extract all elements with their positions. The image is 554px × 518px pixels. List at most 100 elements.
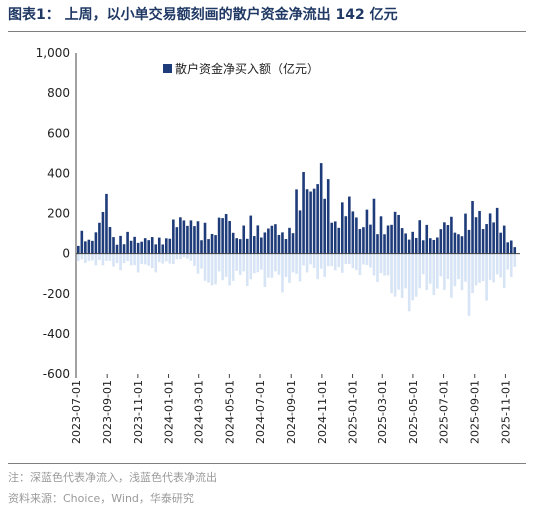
inflow-bar (372, 198, 376, 254)
outflow-bar (256, 253, 260, 273)
outflow-bar (446, 253, 450, 280)
outflow-bar (450, 253, 453, 298)
outflow-bar (432, 253, 436, 296)
outflow-bar (411, 253, 414, 301)
bar-chart: 1,000 800 600 400 200 0 -200 -400 -600 2023-07-0… (36, 46, 520, 444)
outflow-bar (428, 253, 432, 284)
outflow-bar (193, 253, 196, 266)
legend-swatch (163, 64, 172, 73)
inflow-bar (126, 231, 129, 254)
inflow-bar (485, 224, 488, 254)
outflow-bar (200, 253, 203, 269)
inflow-bar (383, 234, 386, 254)
inflow-bar (446, 225, 450, 254)
outflow-bar (474, 253, 478, 286)
inflow-bar (87, 239, 91, 254)
y-tick-label: -400 (43, 327, 70, 341)
outflow-bar (228, 253, 231, 286)
outflow-bar (383, 253, 386, 276)
outflow-bar (436, 253, 439, 289)
inflow-bar (98, 222, 101, 254)
inflow-bar (492, 222, 495, 254)
outflow-bar (330, 253, 334, 267)
outflow-bar (91, 253, 94, 261)
inflow-bar (115, 244, 119, 254)
outflow-bar (513, 253, 517, 267)
inflow-bar (460, 236, 464, 254)
inflow-bar (464, 213, 467, 254)
inflow-bar (312, 188, 316, 254)
inflow-bar (214, 235, 217, 254)
outflow-bar (390, 253, 393, 294)
inflow-bar (474, 217, 478, 254)
y-tick-label: 1,000 (36, 46, 70, 60)
inflow-bar (418, 220, 422, 254)
inflow-bar (105, 193, 108, 254)
x-tick-label: 2023-11-01 (132, 380, 145, 444)
inflow-bar (252, 236, 256, 254)
inflow-bar (432, 239, 436, 254)
inflow-bar (467, 229, 471, 254)
inflow-bar (495, 207, 499, 254)
inflow-bar (326, 179, 330, 254)
x-tick-label: 2023-07-01 (70, 380, 83, 444)
x-tick-label: 2025-01-01 (347, 380, 360, 444)
inflow-bar (94, 232, 98, 254)
outflow-bar (133, 253, 136, 266)
outflow-bar (337, 253, 341, 268)
inflow-bar (267, 228, 270, 254)
y-tick-label: 200 (47, 207, 70, 221)
outflow-bar (105, 253, 108, 261)
outflow-bar (165, 253, 168, 262)
inflow-bar (376, 234, 379, 254)
inflow-bar (186, 225, 189, 254)
inflow-bar (414, 237, 418, 254)
outflow-bar (309, 253, 312, 265)
outflow-bar (333, 253, 337, 271)
outflow-bar (418, 253, 422, 289)
inflow-bar (404, 233, 407, 254)
inflow-bar (428, 238, 432, 254)
outflow-bar (122, 253, 126, 264)
outflow-bar (182, 253, 186, 258)
outflow-bar (400, 253, 404, 298)
inflow-bar (129, 240, 133, 254)
inflow-bar (421, 240, 425, 254)
outflow-bar (369, 253, 372, 268)
outflow-bar (453, 253, 457, 287)
inflow-bar (425, 224, 429, 254)
outflow-bar (242, 253, 246, 272)
source-note: 资料来源：Choice，Wind，华泰研究 (8, 492, 194, 505)
outflow-bar (252, 253, 256, 274)
inflow-bar (302, 172, 305, 254)
inflow-bar (157, 237, 161, 254)
legend-label: 散户资金净买入额（亿元） (175, 61, 319, 76)
inflow-bar (193, 226, 196, 254)
outflow-bar (295, 253, 298, 274)
inflow-bar (288, 227, 291, 254)
outflow-bar (319, 253, 323, 269)
outflow-bar (115, 253, 119, 264)
inflow-bar (274, 224, 277, 254)
inflow-bar (172, 219, 175, 254)
inflow-bar (436, 237, 439, 254)
outflow-bar (502, 253, 506, 289)
inflow-bar (242, 225, 246, 254)
inflow-bar (390, 224, 393, 254)
inflow-bar (231, 232, 235, 254)
inflow-bar (481, 229, 485, 254)
outflow-bar (143, 253, 147, 265)
chart-title: 图表1： 上周，以小单交易额刻画的散户资金净流出 142 亿元 (8, 7, 398, 23)
outflow-bar (460, 253, 464, 291)
x-tick-label: 2025-03-01 (376, 380, 389, 444)
inflow-bar (386, 225, 390, 254)
inflow-bar (471, 200, 474, 254)
inflow-bar (439, 229, 443, 254)
inflow-bar (245, 238, 249, 254)
x-tick-label: 2024-11-01 (316, 380, 329, 444)
outflow-bar (443, 253, 446, 290)
outflow-bar (203, 253, 207, 281)
outflow-bar (129, 253, 133, 266)
outflow-bar (365, 253, 369, 266)
outflow-bar (126, 253, 129, 262)
